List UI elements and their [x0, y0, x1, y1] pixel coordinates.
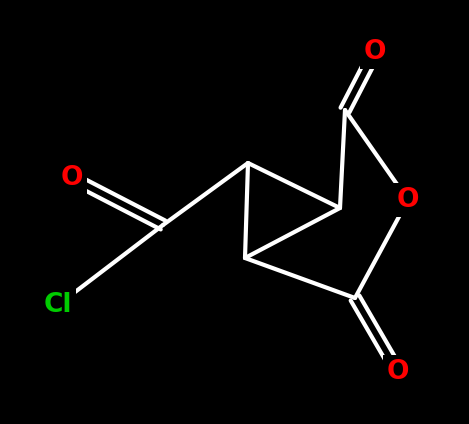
- Text: O: O: [364, 39, 386, 65]
- Text: O: O: [61, 165, 83, 191]
- Text: O: O: [397, 187, 419, 213]
- Text: Cl: Cl: [44, 292, 72, 318]
- Text: O: O: [387, 359, 409, 385]
